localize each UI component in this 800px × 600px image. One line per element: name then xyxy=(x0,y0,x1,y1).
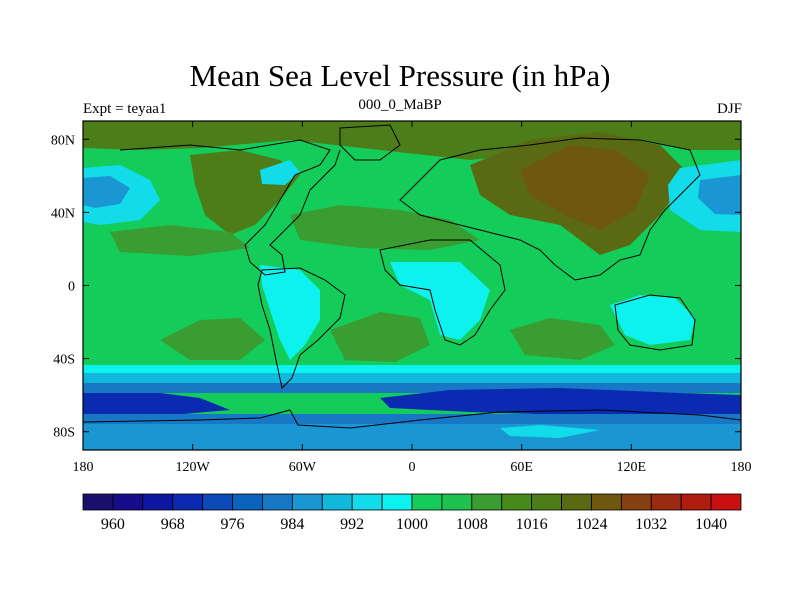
arctic-high xyxy=(83,121,741,160)
lon-tick-label: 60E xyxy=(510,460,533,475)
lat-tick-label: 80S xyxy=(53,426,75,441)
band-light-blue xyxy=(83,373,741,383)
time-label: 000_0_MaBP xyxy=(358,97,442,113)
circumpolar-trough xyxy=(83,388,741,416)
chart-title: Mean Sea Level Pressure (in hPa) xyxy=(189,58,611,93)
colorbar-swatch xyxy=(501,493,533,511)
lon-tick-label: 0 xyxy=(409,460,416,475)
colorbar-swatch xyxy=(650,493,682,511)
colorbar-swatch xyxy=(591,493,622,511)
antarctic-low-patch xyxy=(500,425,600,438)
coast-antarctica xyxy=(83,409,741,429)
colorbar-swatch xyxy=(142,493,174,511)
coast-greenland xyxy=(339,124,401,161)
coast-australia xyxy=(614,294,696,351)
axis-ticks: 180 120W 60W 0 60E 120E 180 80N 40N 0 40S 80S xyxy=(51,121,752,475)
aleutian-low-east-core xyxy=(698,175,741,215)
colorbar-swatch xyxy=(381,493,413,511)
colorbar-label: 1032 xyxy=(635,516,667,533)
lat-tick-label: 80N xyxy=(51,133,75,148)
lon-tick-label: 180 xyxy=(731,460,752,475)
band-cyan xyxy=(83,365,741,373)
lat-tick-label: 40N xyxy=(51,206,75,221)
colorbar-swatch xyxy=(620,493,652,511)
colorbar-swatch xyxy=(561,493,592,511)
colorbar-label: 968 xyxy=(161,516,185,533)
band-mid-blue xyxy=(83,383,741,393)
subtropical-high-atlantic xyxy=(290,205,480,250)
aleutian-low-west-core xyxy=(83,176,130,208)
subtropical-high-pacific xyxy=(110,225,250,256)
colorbar-swatch xyxy=(112,493,144,511)
colorbar-swatch xyxy=(471,493,503,511)
colorbar-label: 960 xyxy=(101,516,125,533)
lat-tick-label: 0 xyxy=(68,280,75,295)
colorbar-label: 992 xyxy=(340,516,364,533)
colorbar-swatch xyxy=(262,493,293,511)
colorbar-label: 1016 xyxy=(516,516,548,533)
colorbar-swatch xyxy=(291,493,323,511)
coast-europe-asia xyxy=(399,137,701,281)
south-pacific-high xyxy=(160,318,265,360)
siberian-core xyxy=(520,145,650,230)
colorbar: 960 968 976 984 992 1000 1008 1016 1024 1032 1040 xyxy=(82,493,742,533)
lat-tick-label: 40S xyxy=(53,353,75,368)
south-america-low xyxy=(260,265,320,360)
colorbar-swatch xyxy=(411,493,443,511)
colorbar-swatch xyxy=(531,493,562,511)
coast-north-america xyxy=(119,139,341,276)
colorbar-label: 1024 xyxy=(575,516,607,533)
colorbar-label: 984 xyxy=(280,516,304,533)
icelandic-low xyxy=(260,160,300,185)
lon-tick-label: 120E xyxy=(617,460,647,475)
colorbar-label: 1008 xyxy=(456,516,488,533)
australia-low xyxy=(610,295,695,345)
colorbar-label: 976 xyxy=(221,516,245,533)
colorbar-label: 1000 xyxy=(396,516,428,533)
colorbar-swatch xyxy=(202,493,233,511)
colorbar-swatch xyxy=(710,493,742,511)
colorbar-swatch xyxy=(82,493,114,511)
colorbar-swatch xyxy=(321,493,353,511)
lon-tick-label: 60W xyxy=(289,460,317,475)
colorbar-label: 1040 xyxy=(695,516,727,533)
south-atlantic-high xyxy=(330,312,430,362)
experiment-label: Expt = teyaa1 xyxy=(83,101,167,117)
band-south-blue xyxy=(83,414,741,424)
africa-low xyxy=(390,262,490,340)
season-label: DJF xyxy=(716,101,742,117)
coastlines xyxy=(83,124,741,429)
lon-tick-label: 120W xyxy=(176,460,211,475)
colorbar-swatch xyxy=(232,493,263,511)
colorbar-swatch xyxy=(351,493,383,511)
pressure-field xyxy=(83,121,741,450)
colorbar-swatch xyxy=(441,493,473,511)
coast-south-america xyxy=(257,267,346,390)
coast-africa xyxy=(379,239,506,346)
colorbar-swatch xyxy=(172,493,204,511)
indian-ocean-high xyxy=(510,318,615,360)
lon-tick-label: 180 xyxy=(73,460,94,475)
colorbar-swatch xyxy=(680,493,712,511)
